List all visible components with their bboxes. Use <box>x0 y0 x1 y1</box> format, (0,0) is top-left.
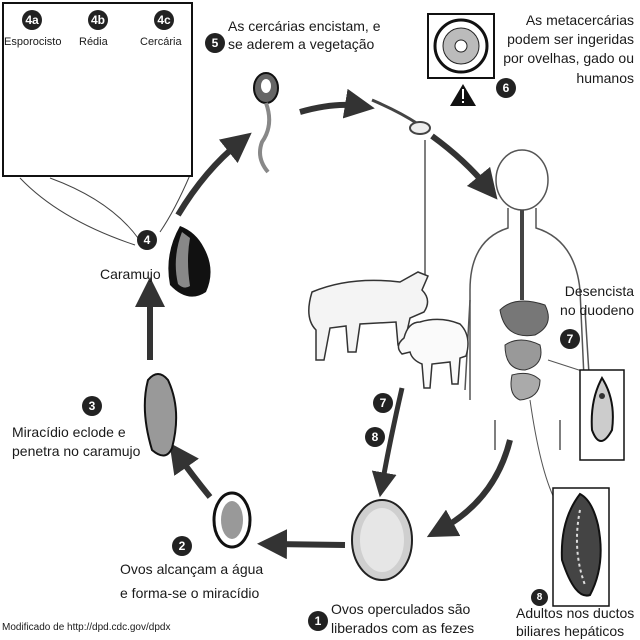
snail-drawing <box>168 226 211 297</box>
step-6-line3: por ovelhas, gado ou <box>503 50 634 66</box>
miracidium-drawing <box>143 373 178 457</box>
badge-step-8: 8 <box>531 589 548 606</box>
cow-drawing <box>308 271 429 361</box>
step-6-line4: humanos <box>576 70 634 86</box>
step-2-line1: Ovos alcançam a água <box>120 561 264 577</box>
label-cercaria: Cercária <box>140 36 182 48</box>
step-3-line1: Miracídio eclode e <box>12 424 126 440</box>
badge-animal-7: 7 <box>373 393 393 413</box>
step-7-line2: no duodeno <box>560 302 634 318</box>
step-4-label: Caramujo <box>100 266 161 282</box>
inset-panel <box>2 2 193 177</box>
badge-4a: 4a <box>22 10 42 30</box>
badge-step-5: 5 <box>205 33 225 53</box>
badge-step-2: 2 <box>172 536 192 556</box>
cercaria-drawing <box>253 72 279 174</box>
callout-line-2 <box>49 177 139 239</box>
badge-step-6: 6 <box>496 78 516 98</box>
step-1-line1: Ovos operculados são <box>331 601 471 617</box>
egg-drawing <box>351 499 413 581</box>
step-6-line1: As metacercárias <box>525 12 634 28</box>
badge-step-3: 3 <box>82 396 102 416</box>
badge-4c: 4c <box>154 10 174 30</box>
step-8-line1: Adultos nos ductos <box>516 605 635 621</box>
callout-line-3 <box>159 174 191 233</box>
arrow-water-to-miracidium <box>169 442 213 499</box>
callout-line-bile <box>529 399 556 501</box>
badge-step-7: 7 <box>560 329 580 349</box>
step-2-line2: e forma-se o miracídio <box>120 585 260 601</box>
source-credit: Modificado de http://dpd.cdc.gov/dpdx <box>2 622 171 633</box>
excysted-fluke-drawing <box>579 369 625 461</box>
embryonated-egg-drawing <box>212 491 252 549</box>
metacercaria-drawing <box>427 13 495 79</box>
step-5-line2: se aderem a vegetação <box>228 36 375 52</box>
callout-line-duodenum <box>547 359 586 373</box>
vegetation-drawing <box>371 98 431 135</box>
step-1-line2: liberados com as fezes <box>331 620 475 636</box>
arrow-cercaria-to-plant <box>299 88 375 119</box>
arrow-snail-to-cercaria <box>175 132 252 217</box>
arrow-eggs-to-water <box>257 529 346 560</box>
arrow-plant-to-human <box>430 133 498 200</box>
badge-step-1: 1 <box>308 611 328 631</box>
step-5-line1: As cercárias encistam, e <box>228 18 381 34</box>
label-redia: Rédia <box>79 36 108 48</box>
sheep-drawing <box>397 318 469 389</box>
step-6-line2: podem ser ingeridas <box>507 31 634 47</box>
badge-4b: 4b <box>88 10 108 30</box>
step-3-line2: penetra no caramujo <box>12 443 141 459</box>
adult-fluke-drawing <box>552 487 610 607</box>
badge-animal-8: 8 <box>365 427 385 447</box>
label-sporocyst: Esporocisto <box>4 36 62 48</box>
callout-line-1 <box>19 177 136 246</box>
arrow-adults-to-eggs <box>426 439 513 538</box>
infective-stage-triangle-icon <box>450 84 476 106</box>
badge-step-4: 4 <box>137 230 157 250</box>
human-silhouette <box>464 149 591 450</box>
arrow-animals-to-eggs <box>371 387 405 498</box>
step-7-line1: Desencista <box>564 283 634 299</box>
step-8-line2: biliares hepáticos <box>516 623 625 639</box>
